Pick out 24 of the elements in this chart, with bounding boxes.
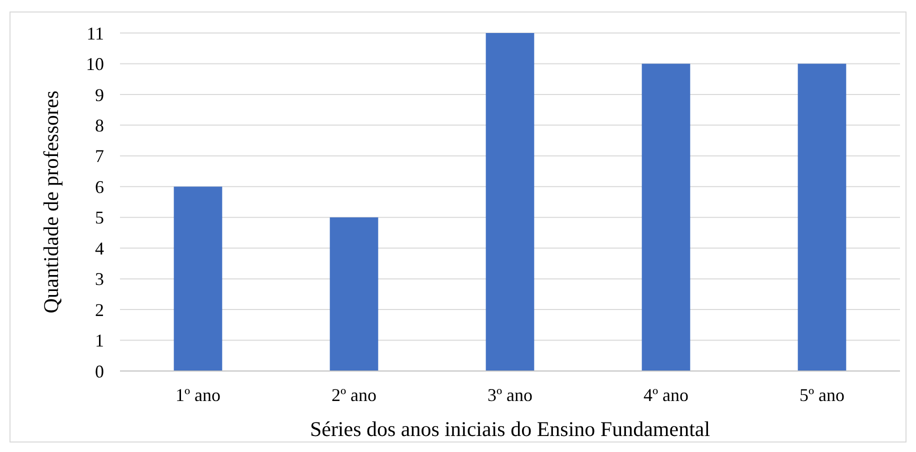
y-tick-label: 1 (95, 330, 104, 351)
x-tick-label: 5º ano (799, 385, 845, 405)
y-tick-label: 11 (86, 23, 104, 44)
y-axis-title: Quantidade de professores (39, 90, 63, 314)
y-tick-label: 6 (95, 176, 104, 197)
y-tick-label: 9 (95, 84, 104, 105)
y-tick-label: 3 (95, 269, 104, 290)
y-tick-label: 2 (95, 300, 104, 320)
x-tick-label: 2º ano (331, 385, 377, 405)
y-tick-label: 0 (95, 361, 104, 382)
x-tick-label: 3º ano (487, 385, 533, 405)
x-tick-label: 4º ano (643, 385, 689, 405)
x-tick-label: 1º ano (175, 385, 221, 405)
bar (330, 217, 378, 371)
bar (642, 64, 690, 371)
bar (486, 33, 534, 371)
y-tick-label: 10 (86, 54, 104, 74)
y-tick-label: 5 (95, 208, 104, 228)
y-tick-label: 4 (95, 238, 104, 258)
bar (174, 186, 222, 371)
y-tick-label: 8 (95, 115, 104, 136)
y-tick-label: 7 (95, 146, 104, 166)
bar (798, 64, 846, 371)
x-axis-title: Séries dos anos iniciais do Ensino Fundamental (310, 417, 710, 441)
